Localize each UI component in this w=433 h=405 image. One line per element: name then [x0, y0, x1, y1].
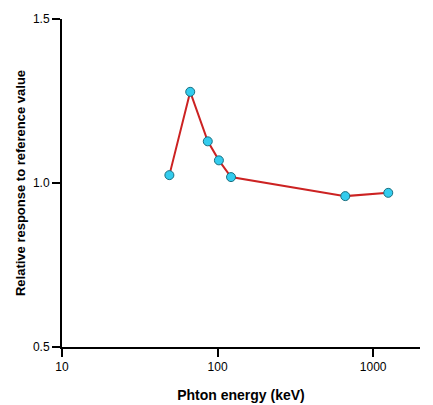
svg-text:1000: 1000: [360, 360, 387, 374]
svg-text:1.0: 1.0: [33, 176, 50, 190]
svg-text:10: 10: [55, 360, 69, 374]
svg-text:Phton energy (keV): Phton energy (keV): [177, 387, 305, 403]
svg-text:Relative response to reference: Relative response to reference value: [13, 70, 28, 296]
svg-text:0.5: 0.5: [33, 340, 50, 354]
svg-text:1.5: 1.5: [33, 12, 50, 26]
svg-text:100: 100: [208, 360, 228, 374]
